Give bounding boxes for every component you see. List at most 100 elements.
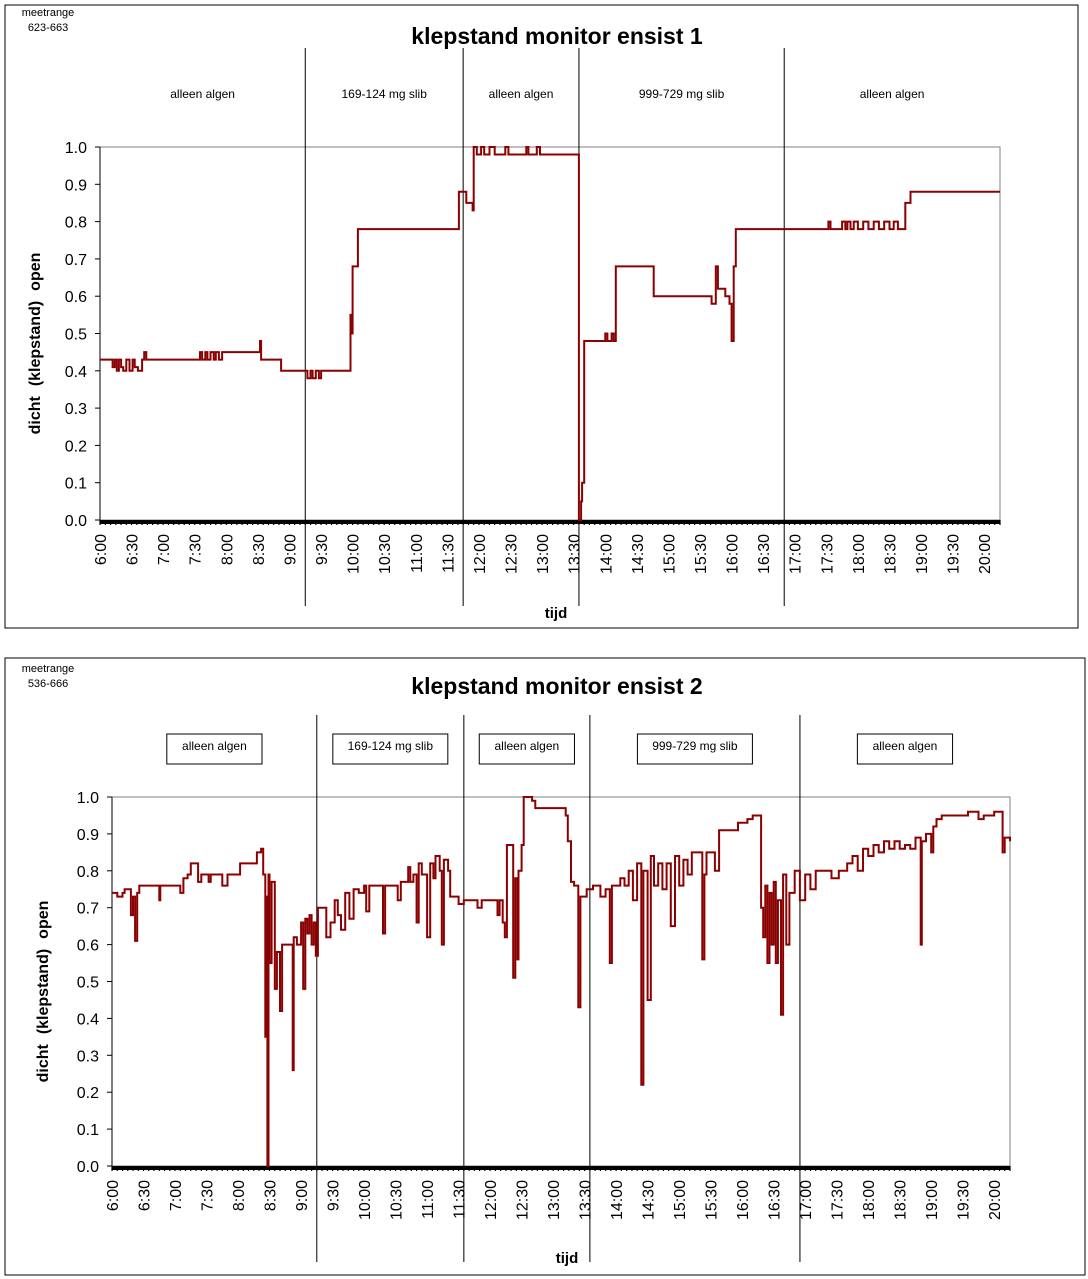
x-tick-label: 19:00 <box>914 534 931 574</box>
x-tick-label: 9:30 <box>314 534 331 565</box>
x-tick-label: 12:00 <box>483 1180 500 1220</box>
chart-panel-1: meetrange 623-663 klepstand monitor ensist… <box>4 4 1079 629</box>
y-tick-label: 0.3 <box>77 1048 99 1065</box>
y-tick-label: 0.1 <box>77 1122 99 1139</box>
y-tick-label: 0.4 <box>77 1011 99 1028</box>
x-tick-label: 8:00 <box>219 534 236 565</box>
x-tick-label: 17:30 <box>830 1180 847 1220</box>
period-label: 999-729 mg slib <box>639 87 725 101</box>
period-label-box <box>856 733 954 765</box>
period-label-box <box>636 733 753 765</box>
x-tick-label: 13:30 <box>578 1180 595 1220</box>
x-tick-label: 20:00 <box>977 534 994 574</box>
y-axis-title-part: open <box>35 901 52 939</box>
x-tick-label: 9:30 <box>326 1180 343 1211</box>
x-tick-label: 9:00 <box>282 534 299 565</box>
series-line <box>112 796 1011 1167</box>
x-tick-label: 14:30 <box>641 1180 658 1220</box>
x-tick-label: 6:30 <box>125 534 142 565</box>
x-tick-label: 7:00 <box>156 534 173 565</box>
y-tick-label: 0.7 <box>65 252 87 269</box>
meetrange-value: 623-663 <box>28 22 68 34</box>
y-tick-label: 0.2 <box>77 1085 99 1102</box>
y-axis-title: dicht (klepstand) open <box>27 253 44 435</box>
y-tick-label: 0.5 <box>65 327 87 344</box>
period-label-box <box>478 733 575 765</box>
chart-title: klepstand monitor ensist 1 <box>411 23 703 49</box>
x-tick-label: 17:00 <box>788 534 805 574</box>
y-tick-label: 0.0 <box>65 513 87 530</box>
x-tick-label: 16:30 <box>767 1180 784 1220</box>
x-tick-label: 6:00 <box>105 1180 122 1211</box>
period-label: alleen algen <box>489 87 554 101</box>
y-axis-title-part: (klepstand) <box>27 301 44 386</box>
x-tick-label: 14:00 <box>598 534 615 574</box>
period-label: alleen algen <box>494 739 559 753</box>
x-tick-label: 8:30 <box>251 534 268 565</box>
x-tick-label: 13:00 <box>535 534 552 574</box>
x-tick-label: 19:00 <box>924 1180 941 1220</box>
x-tick-label: 12:30 <box>515 1180 532 1220</box>
x-tick-label: 11:00 <box>420 1180 437 1219</box>
x-axis: 6:00 6:30 7:00 7:30 8:00 8:30 9:00 9:30 10:00 10:… <box>105 1166 1011 1220</box>
meetrange-label: meetrange <box>22 663 75 675</box>
x-tick-label: 8:30 <box>263 1180 280 1211</box>
x-axis-title: tijd <box>556 1250 579 1267</box>
x-tick-label: 13:30 <box>567 534 584 574</box>
x-tick-label: 7:30 <box>188 534 205 565</box>
plot-area <box>99 146 1001 521</box>
y-axis-title-part: dicht <box>35 1044 52 1083</box>
y-tick-label: 0.9 <box>77 827 99 844</box>
y-tick-label: 0.8 <box>65 215 87 232</box>
period-label: alleen algen <box>860 87 925 101</box>
x-tick-label: 13:00 <box>546 1180 563 1220</box>
x-tick-label: 18:00 <box>851 534 868 574</box>
y-tick-label: 0.5 <box>77 975 99 992</box>
y-tick-label: 0.6 <box>65 289 87 306</box>
meetrange-value: 536-666 <box>28 678 68 690</box>
x-tick-label: 10:00 <box>357 1180 374 1220</box>
x-tick-label: 15:30 <box>693 534 710 574</box>
period-label: 169-124 mg slib <box>348 739 434 753</box>
y-tick-label: 0.7 <box>77 901 99 918</box>
x-tick-label: 18:30 <box>882 534 899 574</box>
y-tick-label: 0.2 <box>65 438 87 455</box>
x-axis-band <box>100 520 1000 524</box>
y-tick-label: 0.4 <box>65 364 87 381</box>
x-tick-label: 16:00 <box>735 1180 752 1220</box>
x-tick-label: 15:00 <box>672 1180 689 1220</box>
x-tick-label: 19:30 <box>956 1180 973 1220</box>
x-tick-label: 15:00 <box>661 534 678 574</box>
x-tick-label: 6:30 <box>137 1180 154 1211</box>
x-tick-label: 11:30 <box>452 1180 469 1219</box>
x-tick-label: 12:30 <box>504 534 521 574</box>
y-tick-label: 0.9 <box>65 177 87 194</box>
period-label: 169-124 mg slib <box>342 87 428 101</box>
x-tick-label: 19:30 <box>946 534 963 574</box>
x-tick-label: 10:00 <box>346 534 363 574</box>
x-tick-label: 10:30 <box>389 1180 406 1220</box>
x-tick-label: 11:30 <box>440 534 457 573</box>
chart-panel-2: meetrange 536-666 klepstand monitor ensist… <box>4 657 1086 1276</box>
period-label: alleen algen <box>170 87 235 101</box>
period-label: alleen algen <box>873 739 938 753</box>
x-tick-label: 17:30 <box>819 534 836 574</box>
x-tick-label: 16:30 <box>756 534 773 574</box>
y-tick-label: 0.6 <box>77 938 99 955</box>
x-tick-label: 9:00 <box>294 1180 311 1211</box>
period-label: 999-729 mg slib <box>652 739 738 753</box>
x-tick-label: 18:00 <box>861 1180 878 1220</box>
x-tick-label: 14:30 <box>630 534 647 574</box>
meetrange-label: meetrange <box>22 7 75 19</box>
period-label-box <box>332 733 449 765</box>
y-tick-label: 0.0 <box>77 1159 99 1176</box>
x-tick-label: 17:00 <box>798 1180 815 1220</box>
x-tick-label: 7:30 <box>200 1180 217 1211</box>
x-tick-label: 14:00 <box>609 1180 626 1220</box>
y-tick-label: 0.8 <box>77 864 99 881</box>
y-tick-label: 0.1 <box>65 476 87 493</box>
y-tick-label: 1.0 <box>65 140 87 157</box>
plot-area <box>111 796 1011 1167</box>
x-tick-label: 20:00 <box>987 1180 1004 1220</box>
